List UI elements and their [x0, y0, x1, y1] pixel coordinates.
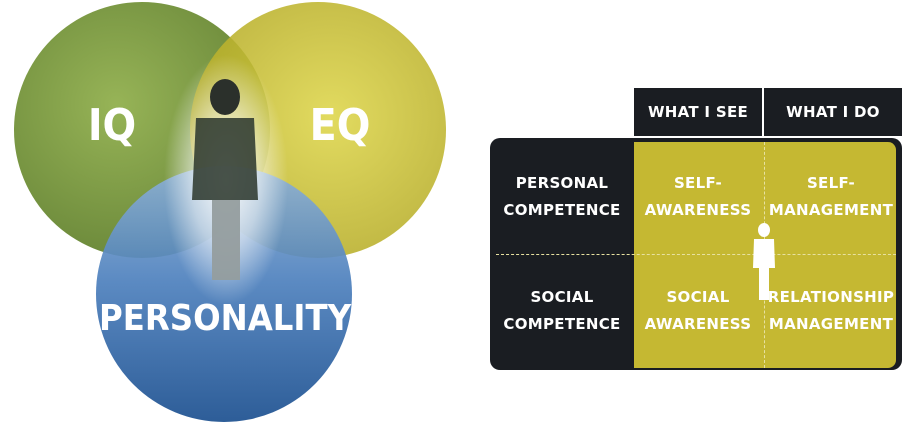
cell-social-awareness: SOCIAL AWARENESS [644, 288, 752, 333]
column-header-what-i-do: WHAT I DO [764, 88, 902, 136]
personality-label: PERSONALITY [99, 298, 352, 339]
venn-diagram: IQ EQ PERSONALITY [14, 2, 446, 422]
competence-matrix: WHAT I SEE WHAT I DO PERSONAL COMPETENCE… [490, 88, 902, 372]
iq-label: IQ [88, 100, 136, 151]
row-header-personal-competence: PERSONAL COMPETENCE [503, 174, 621, 219]
row-header-social-competence: SOCIAL COMPETENCE [503, 288, 621, 333]
person-icon [192, 79, 258, 280]
eq-label: EQ [310, 100, 371, 151]
cell-self-awareness: SELF- AWARENESS [644, 174, 752, 219]
cell-relationship-management: RELATIONSHIP MANAGEMENT [767, 288, 895, 333]
horizontal-divider [496, 254, 896, 255]
person-icon [753, 223, 775, 300]
cell-self-management: SELF- MANAGEMENT [768, 174, 894, 219]
column-header-what-i-see: WHAT I SEE [634, 88, 762, 136]
